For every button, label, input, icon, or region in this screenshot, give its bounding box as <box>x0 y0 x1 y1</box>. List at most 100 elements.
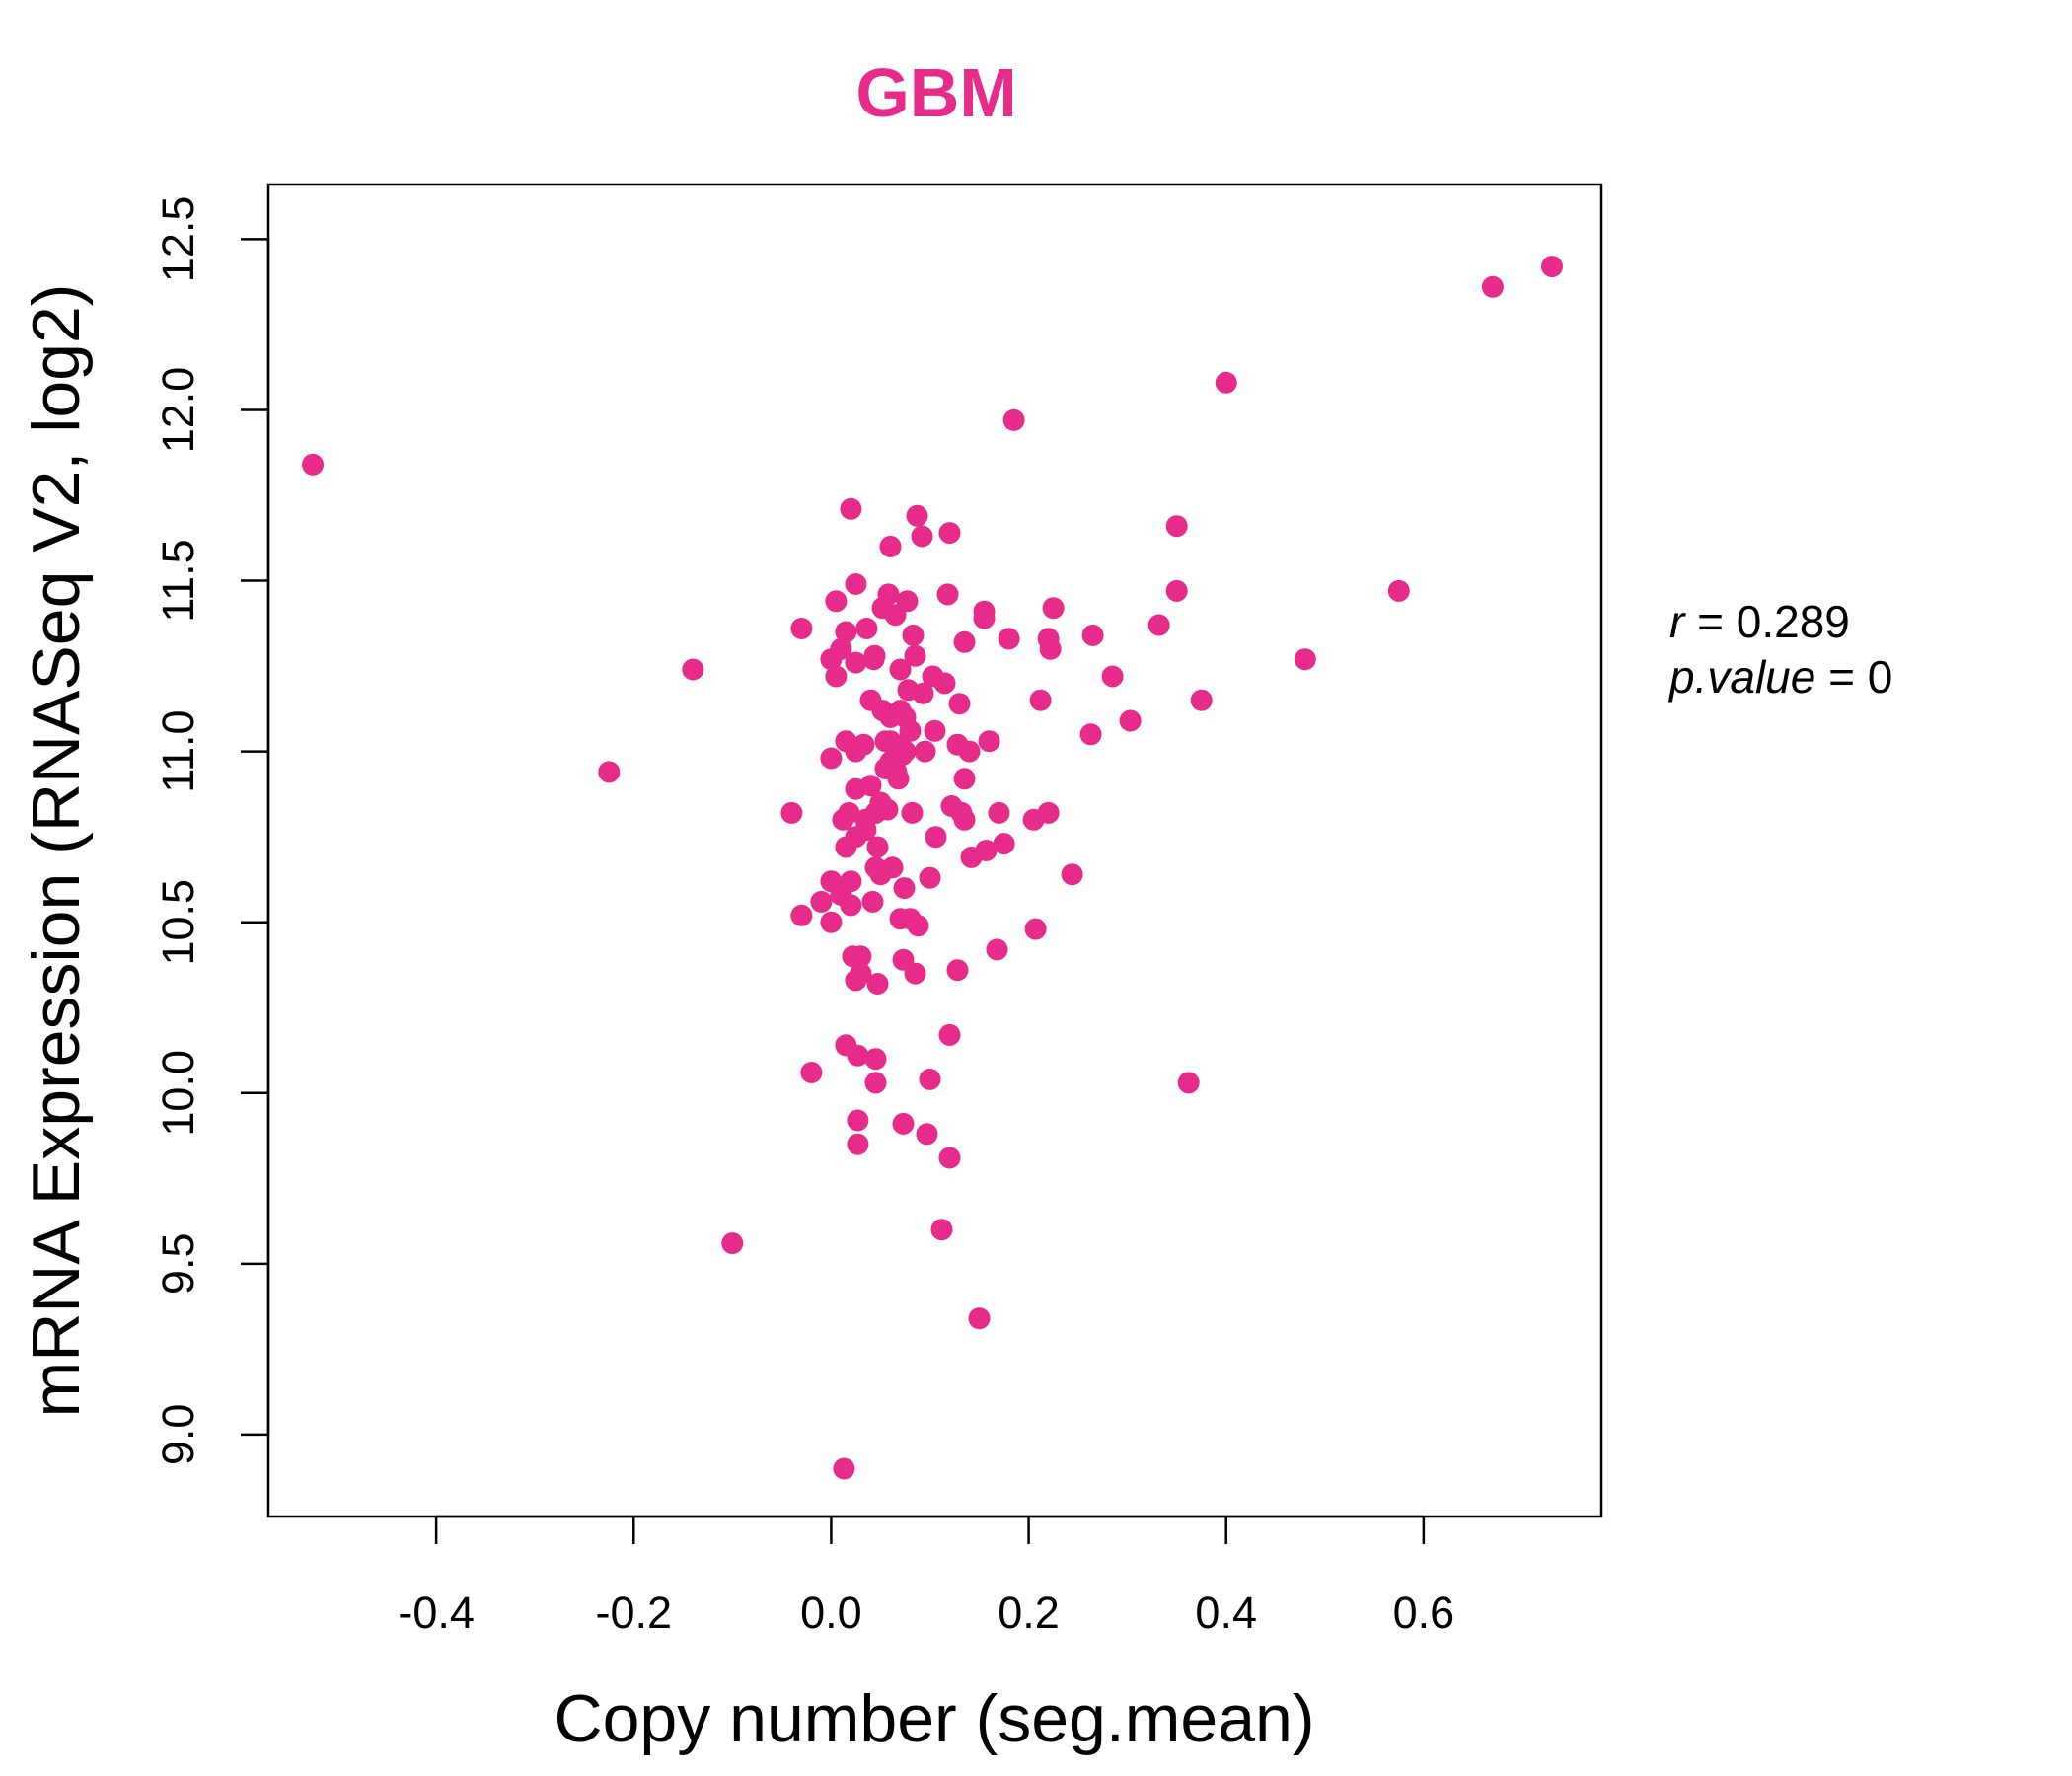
x-axis: -0.4 -0.2 0.0 0.2 0.4 0.6 <box>398 1515 1454 1638</box>
data-point-71 <box>889 658 912 681</box>
data-point-136 <box>1119 709 1142 732</box>
data-point-53 <box>866 973 889 995</box>
data-point-122 <box>993 833 1015 855</box>
data-point-91 <box>912 682 934 704</box>
data-point-98 <box>925 826 947 849</box>
data-point-134 <box>1081 624 1104 646</box>
y-tick-label-6: 12.0 <box>153 367 203 454</box>
data-point-35 <box>847 1109 869 1132</box>
x-tick-label-4: 0.4 <box>1195 1588 1257 1638</box>
data-point-139 <box>1165 579 1188 602</box>
data-point-2 <box>682 658 704 681</box>
y-tick-label-7: 12.5 <box>153 196 203 283</box>
data-point-66 <box>881 856 904 879</box>
r-stat-line: r = 0.289 <box>1669 596 1850 647</box>
y-tick-label-4: 11.0 <box>153 709 203 792</box>
data-point-61 <box>877 583 900 606</box>
y-axis: 9.0 9.5 10.0 10.5 11.0 11.5 12.0 12.5 <box>153 196 270 1465</box>
data-point-25 <box>840 894 862 917</box>
x-tick-label-0: -0.4 <box>398 1588 475 1638</box>
data-point-111 <box>953 768 976 790</box>
data-point-133 <box>1079 723 1102 746</box>
data-point-23 <box>838 801 860 824</box>
data-point-99 <box>930 1219 953 1241</box>
x-tick-label-1: -0.2 <box>596 1588 673 1638</box>
data-point-44 <box>859 775 882 797</box>
y-tick-label-5: 11.5 <box>153 539 203 622</box>
data-point-121 <box>988 801 1010 824</box>
data-point-76 <box>892 1112 915 1135</box>
data-point-104 <box>938 1147 961 1169</box>
data-point-126 <box>1024 918 1047 940</box>
data-point-132 <box>1061 863 1083 886</box>
data-point-107 <box>946 959 969 982</box>
data-point-29 <box>845 651 867 674</box>
data-point-7 <box>800 1062 823 1083</box>
data-point-124 <box>1002 408 1025 431</box>
data-point-110 <box>953 808 976 831</box>
data-point-50 <box>864 1048 887 1071</box>
data-point-37 <box>850 945 872 968</box>
data-point-143 <box>1294 648 1316 671</box>
y-axis-label: mRNA Expression (RNASeq V2, log2) <box>19 284 94 1418</box>
data-point-117 <box>973 600 996 623</box>
data-point-127 <box>1029 689 1052 711</box>
p-label: p.value <box>1667 651 1815 703</box>
data-point-70 <box>887 768 910 790</box>
data-point-1 <box>598 761 621 783</box>
data-point-60 <box>876 798 899 821</box>
data-point-101 <box>936 583 959 606</box>
data-point-123 <box>998 628 1020 650</box>
data-point-80 <box>896 590 919 613</box>
data-point-62 <box>879 535 902 557</box>
data-point-47 <box>863 644 886 667</box>
plot-area-frame <box>266 183 1603 1518</box>
data-point-42 <box>855 618 878 639</box>
data-point-145 <box>1481 275 1504 298</box>
chart-title: GBM <box>855 54 1016 131</box>
r-label: r <box>1669 596 1686 647</box>
r-value: 0.289 <box>1737 596 1850 647</box>
x-tick-label-2: 0.0 <box>800 1588 862 1638</box>
data-point-94 <box>919 1068 941 1090</box>
data-point-77 <box>893 877 916 900</box>
data-point-41 <box>854 819 877 842</box>
data-point-82 <box>899 719 922 742</box>
data-point-18 <box>833 1457 855 1480</box>
data-point-115 <box>968 1307 991 1330</box>
y-tick-label-2: 10.0 <box>153 1050 203 1137</box>
y-tick-label-3: 10.5 <box>153 879 203 966</box>
data-point-79 <box>894 740 917 763</box>
data-point-28 <box>845 573 867 595</box>
data-point-113 <box>958 740 981 763</box>
data-point-97 <box>924 719 946 742</box>
data-point-112 <box>953 630 976 653</box>
data-point-135 <box>1101 665 1124 688</box>
data-point-93 <box>916 1123 938 1146</box>
data-point-90 <box>911 525 933 548</box>
data-point-11 <box>820 911 843 933</box>
data-point-84 <box>901 801 924 824</box>
data-point-140 <box>1177 1072 1200 1094</box>
data-point-51 <box>864 1072 887 1094</box>
data-point-146 <box>1541 256 1563 278</box>
data-point-0 <box>302 453 324 476</box>
correlation-stats: r = 0.289 p.value = 0 <box>1667 596 1892 703</box>
data-point-88 <box>906 504 928 527</box>
x-axis-label: Copy number (seg.mean) <box>554 1681 1314 1756</box>
data-point-3 <box>721 1232 744 1255</box>
data-point-89 <box>907 915 929 937</box>
data-point-137 <box>1147 614 1170 636</box>
p-value: 0 <box>1868 651 1893 703</box>
data-point-8 <box>810 890 833 913</box>
data-point-38 <box>850 962 872 985</box>
data-point-144 <box>1387 579 1410 602</box>
data-point-130 <box>1039 637 1062 660</box>
y-tick-label-1: 9.5 <box>153 1233 203 1295</box>
data-point-6 <box>790 904 813 926</box>
data-point-52 <box>866 836 889 858</box>
data-points <box>302 256 1563 1480</box>
data-point-85 <box>902 624 925 646</box>
x-tick-label-3: 0.2 <box>998 1588 1060 1638</box>
